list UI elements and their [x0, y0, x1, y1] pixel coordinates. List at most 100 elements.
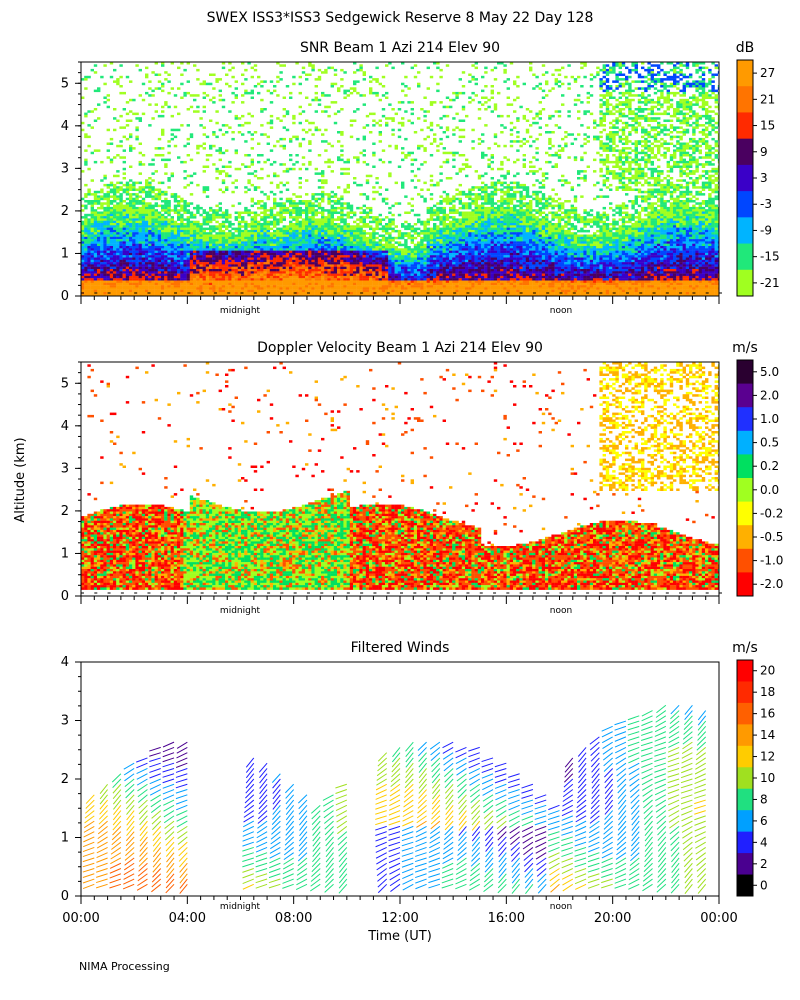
snr-cell [353, 271, 357, 274]
snr-cell [161, 294, 165, 296]
snr-cell [260, 234, 264, 237]
snr-cell [365, 273, 370, 277]
snr-cell [311, 133, 315, 136]
snr-cell [298, 273, 302, 277]
snr-cell [346, 234, 350, 237]
snr-cell [90, 246, 94, 249]
snr-cell [321, 223, 325, 226]
snr-cell [407, 234, 411, 237]
snr-cell [161, 147, 165, 150]
snr-cell [145, 186, 149, 189]
snr-cell [292, 234, 296, 237]
snr-cell [97, 220, 101, 224]
snr-cell [119, 234, 123, 237]
snr-cell [269, 223, 274, 226]
snr-cell [145, 204, 149, 208]
snr-cell [378, 255, 382, 258]
snr-cell [161, 252, 165, 256]
snr-cell [417, 271, 421, 274]
snr-cell [84, 285, 88, 288]
snr-cell [138, 275, 142, 279]
snr-cell [157, 250, 162, 254]
snr-cell [356, 158, 360, 162]
snr-cell [292, 211, 296, 214]
snr-cell [250, 220, 254, 224]
snr-cell [401, 257, 405, 260]
snr-cell [340, 167, 344, 171]
snr-cell [225, 246, 229, 249]
snr-cell [164, 232, 168, 235]
snr-cell [273, 239, 277, 242]
snr-cell [180, 241, 184, 244]
snr-cell [132, 264, 136, 267]
snr-cell [253, 280, 258, 283]
snr-cell [356, 80, 360, 83]
snr-cell [263, 133, 267, 136]
snr-cell [317, 179, 322, 182]
snr-cell [346, 287, 350, 290]
snr-cell [295, 264, 299, 267]
snr-cell [337, 211, 341, 214]
snr-cell [394, 225, 398, 228]
snr-cell [221, 66, 226, 70]
snr-cell [257, 241, 261, 244]
snr-cell [353, 285, 357, 288]
snr-cell [125, 250, 130, 254]
snr-cell [298, 294, 302, 296]
snr-cell [263, 218, 267, 221]
snr-cell [173, 248, 178, 251]
snr-cell [285, 225, 290, 228]
snr-cell [132, 289, 136, 293]
snr-cell [276, 218, 280, 221]
snr-cell [177, 66, 181, 70]
snr-cell [375, 271, 379, 274]
snr-cell [148, 241, 152, 244]
snr-cell [215, 239, 219, 242]
snr-cell [93, 289, 98, 293]
snr-cell [321, 213, 325, 217]
snr-cell [106, 287, 110, 290]
snr-cell [295, 292, 299, 295]
snr-cell [378, 278, 382, 281]
snr-cell [388, 282, 392, 286]
snr-cell [129, 144, 133, 148]
snr-cell [157, 289, 162, 293]
snr-cell [129, 183, 133, 187]
snr-cell [145, 266, 149, 270]
snr-cell [292, 218, 296, 221]
snr-cell [116, 229, 120, 233]
snr-cell [109, 264, 114, 267]
snr-cell [388, 269, 392, 272]
snr-cell [100, 264, 104, 267]
snr-cell [340, 195, 344, 198]
snr-cell [161, 190, 165, 194]
snr-cell [87, 246, 91, 249]
snr-cell [311, 271, 315, 274]
snr-cell [263, 289, 267, 293]
snr-cell [93, 271, 98, 274]
snr-cell [420, 262, 424, 265]
snr-cell [298, 186, 302, 189]
snr-cell [122, 239, 126, 242]
snr-cell [157, 211, 162, 214]
snr-cell [279, 71, 283, 74]
snr-cell [372, 255, 376, 258]
snr-cell [81, 269, 85, 272]
snr-cell [164, 282, 168, 286]
snr-cell [183, 186, 187, 189]
snr-cell [330, 239, 334, 242]
snr-cell [202, 188, 206, 191]
snr-cell [183, 234, 187, 237]
snr-cell [231, 223, 235, 226]
snr-cell [308, 211, 312, 214]
snr-cell [93, 216, 98, 219]
snr-cell [209, 154, 213, 157]
snr-cell [385, 271, 389, 274]
snr-cell [413, 285, 418, 288]
snr-cell [116, 250, 120, 254]
snr-cell [420, 128, 424, 132]
snr-cell [106, 255, 110, 258]
snr-cell [381, 280, 386, 283]
snr-cell [161, 289, 165, 293]
snr-cell [122, 262, 126, 265]
